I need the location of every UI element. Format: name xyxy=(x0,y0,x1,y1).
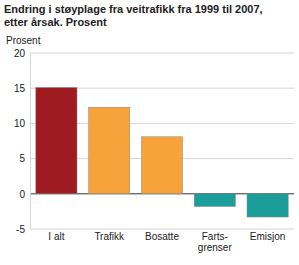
y-axis: -5 0 5 10 15 20 xyxy=(14,48,31,235)
x-axis: I alt Trafikk Bosatte Farts-grenser Emisjon xyxy=(31,229,295,253)
x-tick-label-line: I alt xyxy=(48,231,64,242)
y-tick: 10 xyxy=(14,118,30,129)
y-tick-label: 15 xyxy=(14,83,26,94)
grid-line xyxy=(30,229,294,230)
title-line: etter årsak. Prosent xyxy=(4,16,107,28)
plot: -5 0 5 10 15 20 I alt Trafikk Bosatte Farts-grens… xyxy=(14,48,295,253)
bar xyxy=(247,194,288,217)
y-tick: 15 xyxy=(14,83,30,94)
bar xyxy=(194,194,235,207)
y-tick: 20 xyxy=(14,48,30,59)
x-tick-label-line: Emisjon xyxy=(250,231,286,242)
bar xyxy=(141,137,182,194)
y-tick-label: 5 xyxy=(19,153,25,164)
title-line: Endring i støyplage fra veitrafikk fra 1… xyxy=(4,3,263,15)
y-tick: 0 xyxy=(19,189,30,200)
grid xyxy=(30,53,294,229)
x-tick-label: Emisjon xyxy=(250,231,286,242)
y-axis-title: Prosent xyxy=(6,35,41,46)
x-tick: I alt xyxy=(48,229,64,242)
x-tick-label: Trafikk xyxy=(94,231,125,242)
chart: Endring i støyplage fra veitrafikk fra 1… xyxy=(0,0,299,265)
x-tick: Bosatte xyxy=(145,229,179,242)
x-tick-label: Bosatte xyxy=(145,231,179,242)
y-tick: -5 xyxy=(16,224,30,235)
y-tick-label: 20 xyxy=(14,48,26,59)
x-tick-label: Farts-grenser xyxy=(198,231,233,253)
x-tick-label: I alt xyxy=(48,231,64,242)
bar xyxy=(36,87,77,193)
x-tick: Trafikk xyxy=(94,229,125,242)
bar xyxy=(89,107,130,194)
y-tick-label: 0 xyxy=(19,189,25,200)
x-tick-label-line: Trafikk xyxy=(94,231,125,242)
x-axis-line xyxy=(31,229,295,230)
x-tick-label-line: grenser xyxy=(198,242,233,253)
y-tick-label: 10 xyxy=(14,118,26,129)
title: Endring i støyplage fra veitrafikk fra 1… xyxy=(4,3,263,28)
x-tick: Farts-grenser xyxy=(198,229,233,253)
bars xyxy=(36,87,288,217)
x-tick-label-line: Bosatte xyxy=(145,231,179,242)
x-tick: Emisjon xyxy=(250,229,286,242)
y-tick: 5 xyxy=(19,153,30,164)
y-tick-label: -5 xyxy=(16,224,25,235)
y-axis-line xyxy=(30,54,31,230)
x-tick-label-line: Farts- xyxy=(202,231,228,242)
grid-line xyxy=(30,53,294,54)
